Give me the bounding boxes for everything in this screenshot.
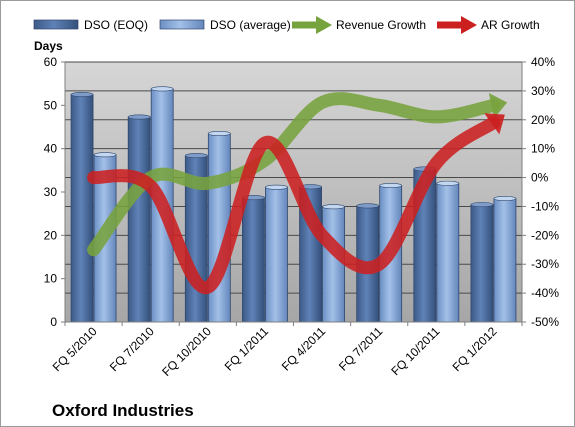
y-tick-label: 60: [44, 55, 58, 69]
bar-dso-eoq: [242, 197, 265, 323]
bar-cap: [127, 114, 151, 120]
bar-cap: [265, 184, 288, 190]
y-tick-label: 0: [50, 315, 57, 329]
y-tick-label: 10: [44, 272, 58, 286]
y2-tick-label: 0%: [531, 171, 549, 185]
bar-dso-eoq: [127, 116, 151, 323]
y2-tick-label: 40%: [531, 55, 555, 69]
company-title: Oxford Industries: [52, 401, 194, 420]
legend-label-revenue-growth: Revenue Growth: [336, 18, 426, 32]
bar-cap: [470, 202, 494, 208]
bar-dso-average: [322, 206, 345, 323]
bar-cap: [70, 92, 94, 98]
revenue-growth-arrowhead: [488, 92, 508, 119]
bar-cap: [93, 152, 117, 158]
y2-tick-label: -30%: [531, 257, 559, 271]
y-tick-label: 50: [44, 98, 58, 112]
bar-dso-average: [265, 186, 288, 323]
legend-label-ar-growth: AR Growth: [481, 18, 540, 32]
legend-label-dso-eoq-: DSO (EOQ): [84, 18, 148, 32]
legend-arrow-revenue-growth: [316, 16, 332, 34]
y2-tick-label: 20%: [531, 113, 555, 127]
bar-cap: [356, 203, 379, 209]
y2-tick-label: -40%: [531, 286, 559, 300]
y2-tick-label: 10%: [531, 142, 555, 156]
bar-cap: [150, 86, 174, 92]
legend-label-dso-average-: DSO (average): [210, 18, 291, 32]
y2-tick-label: -50%: [531, 315, 559, 329]
y2-tick-label: -10%: [531, 199, 559, 213]
y-tick-label: 20: [44, 228, 58, 242]
y-tick-label: 40: [44, 142, 58, 156]
bar-cap: [436, 180, 460, 186]
bar-cap: [379, 183, 402, 189]
bar-cap: [322, 204, 345, 210]
bar-cap: [493, 196, 517, 202]
ar-growth-arrowhead: [484, 113, 505, 135]
legend-swatch-dso-eoq-: [33, 19, 79, 30]
y2-tick-label: 30%: [531, 84, 555, 98]
bar-dso-average: [436, 182, 460, 323]
bar-cap: [208, 131, 231, 137]
bar-dso-eoq: [470, 204, 494, 323]
ar-growth-line: [87, 116, 500, 294]
bar-dso-eoq: [70, 94, 94, 323]
legend-arrow-ar-growth: [461, 16, 477, 34]
y2-tick-label: -20%: [531, 228, 559, 242]
y-axis-title: Days: [34, 39, 63, 53]
legend-swatch-dso-average-: [159, 19, 205, 30]
bar-dso-average: [493, 198, 517, 323]
bar-cap: [185, 153, 208, 159]
revenue-growth-line: [87, 92, 500, 257]
y-tick-label: 30: [44, 185, 58, 199]
